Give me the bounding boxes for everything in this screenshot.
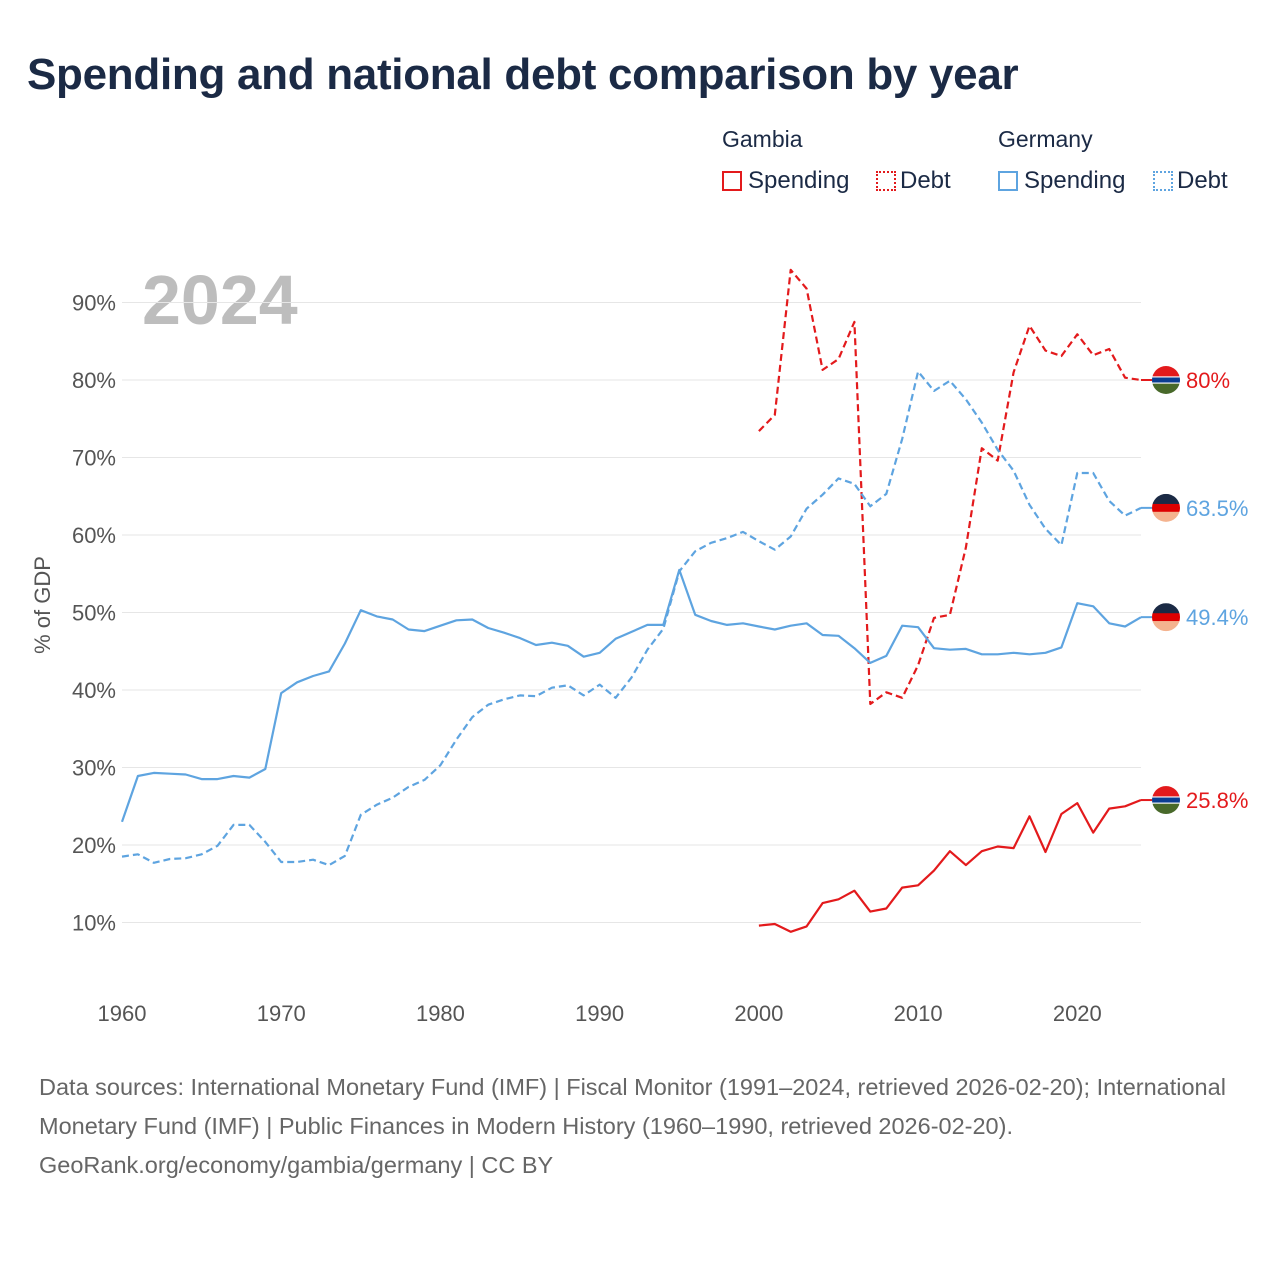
end-value-label: 63.5% [1186, 496, 1248, 521]
legend-germany-spending-label: Spending [1024, 167, 1126, 194]
germany-flag-icon [1152, 493, 1180, 522]
y-tick-label: 80% [72, 368, 116, 393]
gambia-flag-icon [1152, 366, 1180, 394]
data-sources: Data sources: International Monetary Fun… [39, 1074, 1226, 1139]
legend-germany-title: Germany [998, 126, 1093, 152]
series-line-germany-spending[interactable] [120, 568, 1142, 823]
x-tick-label: 2010 [894, 1001, 943, 1026]
footer: Data sources: International Monetary Fun… [39, 1068, 1239, 1185]
y-tick-label: 30% [72, 756, 116, 781]
legend-gambia-title: Gambia [722, 126, 803, 152]
legend-gambia-spending-label: Spending [748, 167, 850, 194]
x-tick-label: 1980 [416, 1001, 465, 1026]
x-tick-label: 2020 [1053, 1001, 1102, 1026]
legend-dotted-swatch-icon [1153, 171, 1173, 191]
legend-gambia-debt[interactable]: Debt [876, 167, 951, 195]
y-axis-label: % of GDP [30, 556, 55, 654]
y-tick-label: 20% [72, 833, 116, 858]
legend-solid-swatch-icon [998, 171, 1018, 191]
x-tick-label: 1960 [98, 1001, 147, 1026]
y-tick-label: 40% [72, 678, 116, 703]
end-value-label: 25.8% [1186, 788, 1248, 813]
y-tick-label: 70% [72, 446, 116, 471]
y-tick-label: 60% [72, 523, 116, 548]
y-tick-label: 10% [72, 911, 116, 936]
series-line-gambia-spending[interactable] [758, 798, 1142, 933]
x-tick-label: 1990 [575, 1001, 624, 1026]
end-value-label: 80% [1186, 368, 1230, 393]
legend-gambia-spending[interactable]: Spending [722, 167, 849, 195]
legend-dotted-swatch-icon [876, 171, 896, 191]
year-watermark: 2024 [142, 261, 298, 339]
y-tick-label: 90% [72, 291, 116, 316]
series-line-gambia-debt[interactable] [758, 268, 1142, 706]
legend-germany-debt-label: Debt [1177, 167, 1228, 194]
legend-solid-swatch-icon [722, 171, 742, 191]
series-line-germany-debt[interactable] [121, 370, 1142, 867]
chart-title: Spending and national debt comparison by… [27, 50, 1019, 99]
x-tick-label: 1970 [257, 1001, 306, 1026]
legend-germany-debt[interactable]: Debt [1153, 167, 1228, 195]
gambia-flag-icon [1152, 786, 1180, 815]
credit-link[interactable]: GeoRank.org/economy/gambia/germany | CC … [39, 1152, 554, 1178]
line-chart: 2024 % of GDP 10% 20% 30% 40% 50% 60% 70% 80% 90… [30, 261, 1248, 1026]
legend-gambia-debt-label: Debt [900, 167, 951, 194]
x-tick-label: 2000 [734, 1001, 783, 1026]
legend-germany-spending[interactable]: Spending [998, 167, 1125, 195]
y-tick-label: 50% [72, 601, 116, 626]
germany-flag-icon [1152, 603, 1180, 632]
end-value-label: 49.4% [1186, 605, 1248, 630]
